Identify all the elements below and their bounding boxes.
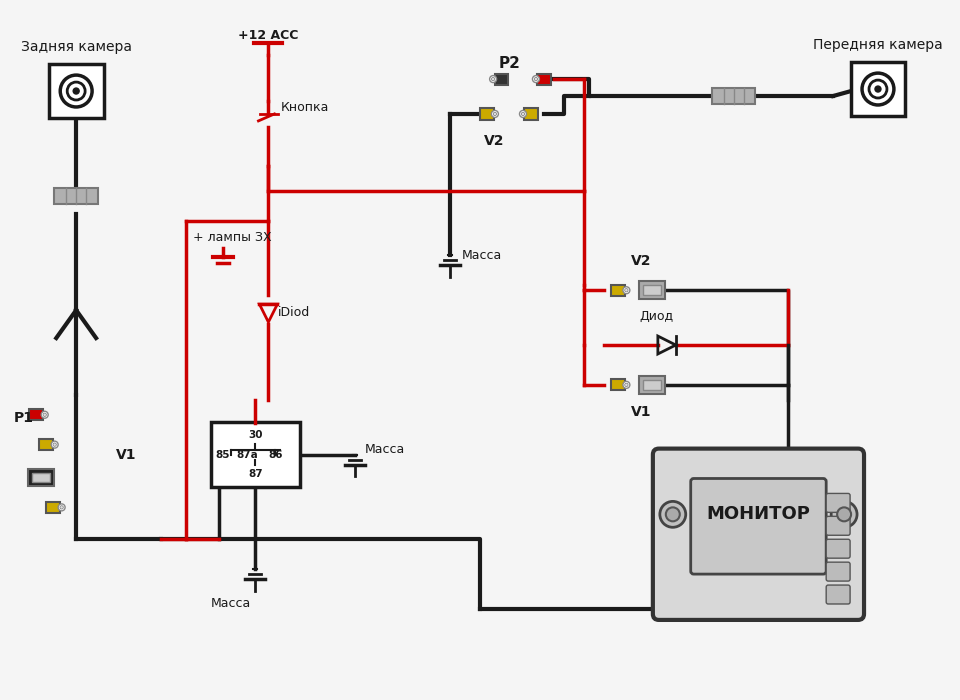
Text: Диод: Диод bbox=[639, 310, 674, 323]
Bar bbox=[639, 281, 665, 299]
Circle shape bbox=[623, 287, 630, 294]
Bar bbox=[46, 502, 60, 513]
FancyBboxPatch shape bbox=[827, 585, 851, 604]
Bar bbox=[33, 473, 50, 482]
Text: 86: 86 bbox=[268, 449, 282, 460]
Bar bbox=[55, 188, 98, 204]
Circle shape bbox=[660, 501, 685, 527]
Circle shape bbox=[73, 88, 79, 94]
Text: V1: V1 bbox=[631, 405, 651, 419]
Bar bbox=[524, 108, 539, 120]
Circle shape bbox=[831, 501, 857, 527]
Text: V2: V2 bbox=[631, 254, 651, 268]
Bar bbox=[643, 286, 660, 295]
Bar bbox=[494, 74, 509, 85]
Circle shape bbox=[521, 112, 525, 116]
Circle shape bbox=[59, 504, 65, 511]
Bar bbox=[643, 380, 660, 390]
Text: P2: P2 bbox=[498, 56, 520, 71]
Text: Задняя камера: Задняя камера bbox=[21, 40, 132, 54]
Circle shape bbox=[875, 86, 881, 92]
Text: Масса: Масса bbox=[462, 249, 502, 262]
Bar bbox=[480, 108, 493, 120]
Circle shape bbox=[60, 75, 92, 107]
Circle shape bbox=[67, 82, 85, 100]
FancyBboxPatch shape bbox=[691, 479, 827, 574]
FancyBboxPatch shape bbox=[827, 539, 851, 558]
Circle shape bbox=[535, 78, 538, 80]
FancyBboxPatch shape bbox=[827, 517, 851, 536]
Text: МОНИТОР: МОНИТОР bbox=[707, 505, 810, 524]
Text: 87: 87 bbox=[248, 469, 263, 479]
Bar bbox=[639, 376, 665, 394]
Circle shape bbox=[869, 80, 887, 98]
Circle shape bbox=[666, 508, 680, 522]
Bar bbox=[611, 379, 625, 391]
Bar bbox=[711, 88, 756, 104]
Text: Масса: Масса bbox=[210, 597, 251, 610]
Bar bbox=[29, 468, 55, 486]
Text: 87a: 87a bbox=[236, 449, 258, 460]
Bar bbox=[39, 439, 53, 450]
Text: + лампы ЗХ: + лампы ЗХ bbox=[193, 231, 272, 244]
Circle shape bbox=[492, 111, 498, 118]
FancyBboxPatch shape bbox=[827, 494, 851, 512]
Text: Кнопка: Кнопка bbox=[280, 102, 328, 115]
Text: 30: 30 bbox=[249, 430, 263, 440]
Circle shape bbox=[625, 288, 628, 292]
Bar bbox=[30, 410, 43, 420]
FancyBboxPatch shape bbox=[827, 562, 851, 581]
Circle shape bbox=[623, 382, 630, 388]
Circle shape bbox=[837, 508, 852, 522]
Circle shape bbox=[43, 413, 46, 416]
Bar bbox=[210, 422, 300, 487]
Circle shape bbox=[492, 78, 494, 80]
Text: V1: V1 bbox=[116, 447, 136, 461]
Bar bbox=[538, 74, 551, 85]
Circle shape bbox=[533, 76, 540, 83]
Circle shape bbox=[41, 412, 48, 418]
Circle shape bbox=[60, 505, 63, 509]
Bar bbox=[851, 62, 905, 116]
Bar bbox=[611, 285, 625, 296]
Text: Передняя камера: Передняя камера bbox=[813, 38, 943, 52]
Circle shape bbox=[519, 111, 526, 118]
Text: iDiod: iDiod bbox=[278, 306, 311, 318]
Circle shape bbox=[51, 441, 59, 448]
Text: V2: V2 bbox=[484, 134, 504, 148]
Text: Масса: Масса bbox=[365, 443, 405, 456]
Bar bbox=[49, 64, 104, 118]
Circle shape bbox=[862, 73, 894, 105]
Circle shape bbox=[490, 76, 496, 83]
Text: +12 ACC: +12 ACC bbox=[238, 29, 299, 42]
Text: 85: 85 bbox=[215, 449, 229, 460]
Circle shape bbox=[53, 443, 57, 447]
FancyBboxPatch shape bbox=[653, 449, 864, 620]
Circle shape bbox=[493, 112, 496, 116]
Text: P1: P1 bbox=[13, 411, 34, 425]
Circle shape bbox=[625, 383, 628, 386]
